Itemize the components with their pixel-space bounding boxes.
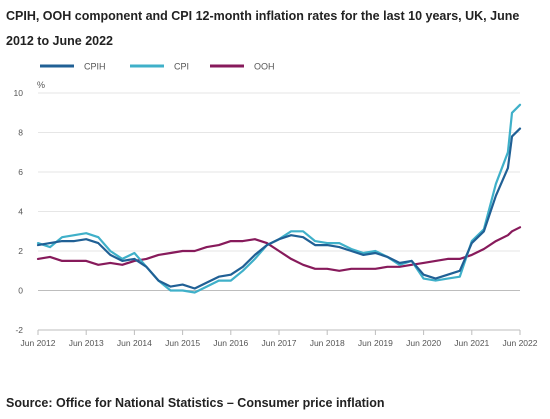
y-tick-label: 0 bbox=[18, 286, 23, 296]
legend-label-cpih: CPIH bbox=[84, 62, 106, 72]
series-line-cpi bbox=[36, 103, 522, 294]
y-tick-label: 8 bbox=[18, 128, 23, 138]
x-tick-label: Jun 2012 bbox=[21, 338, 56, 348]
x-tick-label: Jun 2013 bbox=[69, 338, 104, 348]
y-tick-label: 2 bbox=[18, 246, 23, 256]
series-lines bbox=[36, 103, 522, 294]
chart-title: CPIH, OOH component and CPI 12-month inf… bbox=[6, 9, 520, 48]
x-axis-ticks: Jun 2012 Jun 2013 Jun 2014 Jun 2015 Jun 2016… bbox=[21, 329, 538, 348]
x-tick-label: Jun 2022 bbox=[503, 338, 538, 348]
x-tick-label: Jun 2015 bbox=[165, 338, 200, 348]
y-axis-label: % bbox=[37, 80, 45, 90]
series-line-cpih bbox=[36, 127, 522, 290]
y-tick-label: 6 bbox=[18, 167, 23, 177]
y-tick-label: 4 bbox=[18, 207, 23, 217]
x-tick-label: Jun 2019 bbox=[358, 338, 393, 348]
gridlines bbox=[38, 92, 520, 331]
source-note: Source: Office for National Statistics –… bbox=[6, 396, 385, 410]
x-tick-label: Jun 2016 bbox=[213, 338, 248, 348]
y-axis-ticks: -2 0 2 4 6 8 10 bbox=[14, 88, 24, 335]
y-tick-label: -2 bbox=[15, 325, 23, 335]
y-tick-label: 10 bbox=[14, 88, 24, 98]
series-line-ooh bbox=[36, 226, 522, 272]
legend-label-ooh: OOH bbox=[254, 62, 275, 72]
x-tick-label: Jun 2014 bbox=[117, 338, 152, 348]
x-tick-label: Jun 2018 bbox=[310, 338, 345, 348]
chart-legend: CPIH CPI OOH bbox=[40, 62, 275, 72]
x-tick-label: Jun 2017 bbox=[262, 338, 297, 348]
legend-label-cpi: CPI bbox=[174, 62, 189, 72]
x-tick-label: Jun 2020 bbox=[406, 338, 441, 348]
x-tick-label: Jun 2021 bbox=[454, 338, 489, 348]
